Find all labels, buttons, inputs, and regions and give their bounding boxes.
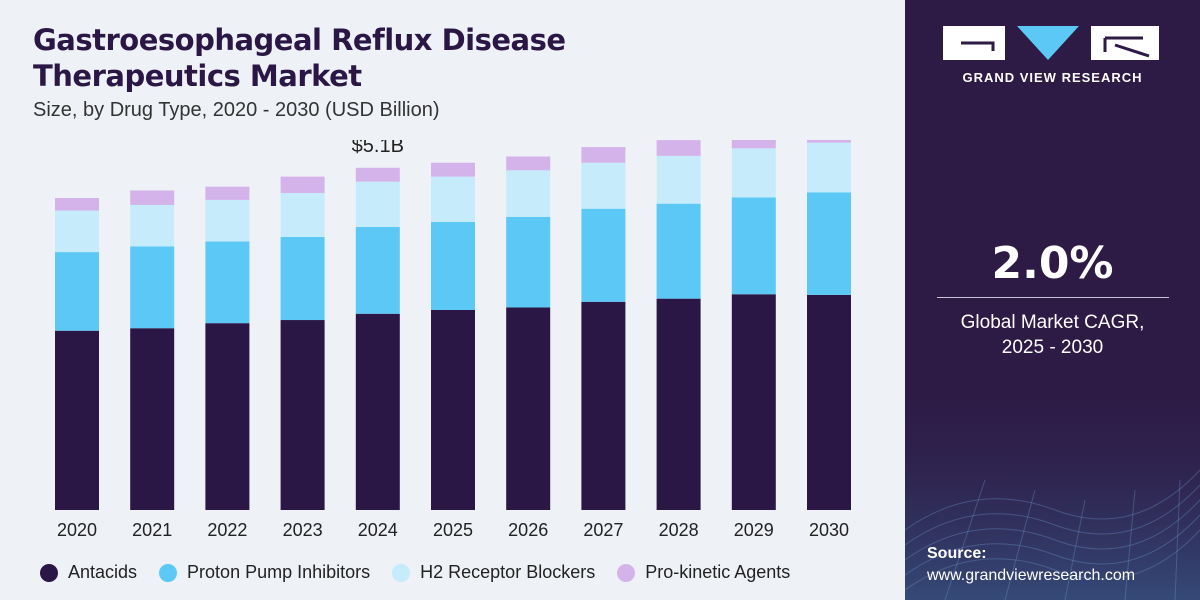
cagr-value: 2.0% — [991, 238, 1114, 289]
cagr-label-line-2: 2025 - 2030 — [1001, 337, 1104, 358]
x-tick-label-2020: 2020 — [57, 520, 97, 540]
bar-segment-pro-kinetic-agents-2022 — [205, 186, 250, 200]
legend-item-h2-receptor-blockers: H2 Receptor Blockers — [392, 562, 595, 583]
x-tick-label-2025: 2025 — [433, 520, 473, 540]
legend-swatch — [617, 563, 636, 582]
bar-segment-pro-kinetic-agents-2021 — [130, 190, 175, 205]
bar-segment-proton-pump-inhibitors-2022 — [205, 241, 250, 324]
x-tick-label-2030: 2030 — [809, 520, 849, 540]
brand-name: GRAND VIEW RESEARCH — [962, 70, 1143, 85]
bar-segment-proton-pump-inhibitors-2028 — [656, 203, 701, 299]
title-line-2: Therapeutics Market — [33, 59, 362, 93]
bar-segment-antacids-2027 — [581, 301, 626, 510]
legend-item-antacids: Antacids — [40, 562, 137, 583]
bar-segment-antacids-2023 — [280, 320, 325, 510]
bar-segment-proton-pump-inhibitors-2025 — [431, 221, 475, 310]
x-tick-label-2028: 2028 — [659, 520, 699, 540]
cagr-divider — [937, 297, 1169, 298]
chart-subtitle: Size, by Drug Type, 2020 - 2030 (USD Bil… — [33, 99, 440, 121]
bar-segment-antacids-2030 — [807, 294, 851, 510]
wave-pattern-decoration — [905, 360, 1200, 600]
bar-segment-h2-receptor-blockers-2022 — [205, 199, 250, 242]
bar-segment-pro-kinetic-agents-2028 — [656, 140, 701, 156]
bar-segment-antacids-2021 — [130, 328, 175, 510]
bar-segment-h2-receptor-blockers-2024 — [355, 181, 400, 227]
cagr-label: Global Market CAGR, 2025 - 2030 — [905, 310, 1200, 360]
legend-swatch — [392, 563, 411, 582]
stacked-bar-chart: 2020 2021 2022 2023 $5.1B 2024 2025 2026 2027 202… — [55, 140, 851, 540]
title-line-1: Gastroesophageal Reflux Disease — [33, 23, 566, 57]
legend-swatch — [159, 563, 178, 582]
cagr-label-line-1: Global Market CAGR, — [960, 312, 1145, 333]
legend-item-proton-pump-inhibitors: Proton Pump Inhibitors — [159, 562, 370, 583]
data-label-2024: $5.1B — [352, 140, 404, 157]
bar-segment-pro-kinetic-agents-2030 — [807, 140, 851, 143]
chart-title: Gastroesophageal Reflux Disease Therapeu… — [33, 22, 566, 94]
legend-label: Proton Pump Inhibitors — [187, 562, 371, 582]
x-tick-label-2022: 2022 — [207, 520, 247, 540]
bar-segment-pro-kinetic-agents-2020 — [55, 198, 99, 211]
x-tick-label-2027: 2027 — [583, 520, 623, 540]
bar-segment-antacids-2028 — [656, 298, 701, 510]
chart-legend: Antacids Proton Pump Inhibitors H2 Recepto… — [40, 562, 812, 583]
bar-segment-h2-receptor-blockers-2020 — [55, 210, 99, 253]
bar-segment-proton-pump-inhibitors-2020 — [55, 252, 99, 331]
legend-item-pro-kinetic-agents: Pro-kinetic Agents — [617, 562, 790, 583]
gvr-logo-icon — [943, 26, 1159, 60]
bar-segment-proton-pump-inhibitors-2026 — [506, 216, 551, 308]
bar-segment-antacids-2029 — [731, 294, 776, 510]
bar-segment-proton-pump-inhibitors-2030 — [807, 192, 851, 295]
bar-segment-h2-receptor-blockers-2027 — [581, 162, 626, 209]
bar-segment-h2-receptor-blockers-2026 — [506, 170, 551, 217]
bar-segment-antacids-2024 — [355, 313, 400, 510]
bar-segment-proton-pump-inhibitors-2023 — [280, 237, 325, 321]
bar-segment-antacids-2020 — [55, 330, 99, 510]
bar-segment-pro-kinetic-agents-2025 — [431, 162, 475, 177]
legend-label: Pro-kinetic Agents — [645, 562, 791, 582]
x-tick-label-2023: 2023 — [283, 520, 323, 540]
bar-segment-proton-pump-inhibitors-2029 — [731, 197, 776, 295]
bar-segment-h2-receptor-blockers-2023 — [280, 192, 325, 237]
x-tick-label-2024: 2024 — [358, 520, 398, 540]
bar-segment-pro-kinetic-agents-2024 — [355, 167, 400, 182]
x-tick-label-2029: 2029 — [734, 520, 774, 540]
info-panel: GRAND VIEW RESEARCH 2.0% Global Market C… — [905, 0, 1200, 600]
bar-segment-antacids-2025 — [431, 309, 475, 510]
source-label: Source: — [927, 545, 987, 562]
chart-panel: Gastroesophageal Reflux Disease Therapeu… — [33, 22, 851, 583]
bar-segment-h2-receptor-blockers-2025 — [431, 176, 475, 222]
bar-segment-h2-receptor-blockers-2030 — [807, 142, 851, 193]
bar-segment-pro-kinetic-agents-2023 — [280, 176, 325, 193]
bar-segment-h2-receptor-blockers-2029 — [731, 148, 776, 198]
bar-segment-proton-pump-inhibitors-2024 — [355, 226, 400, 314]
bar-segment-h2-receptor-blockers-2021 — [130, 204, 175, 247]
legend-swatch — [40, 563, 58, 582]
x-tick-label-2021: 2021 — [132, 520, 172, 540]
bar-segment-antacids-2026 — [506, 307, 551, 510]
x-tick-label-2026: 2026 — [508, 520, 548, 540]
bar-segment-pro-kinetic-agents-2027 — [581, 147, 626, 163]
bar-segment-pro-kinetic-agents-2026 — [506, 156, 551, 171]
bar-segment-pro-kinetic-agents-2029 — [731, 140, 776, 149]
bar-segment-h2-receptor-blockers-2028 — [656, 155, 701, 204]
bar-segment-proton-pump-inhibitors-2027 — [581, 208, 626, 302]
bar-segment-antacids-2022 — [205, 323, 250, 510]
source-link[interactable]: www.grandviewresearch.com — [927, 567, 1136, 584]
bar-segment-proton-pump-inhibitors-2021 — [130, 246, 175, 329]
legend-label: H2 Receptor Blockers — [420, 562, 596, 582]
legend-label: Antacids — [68, 562, 138, 582]
